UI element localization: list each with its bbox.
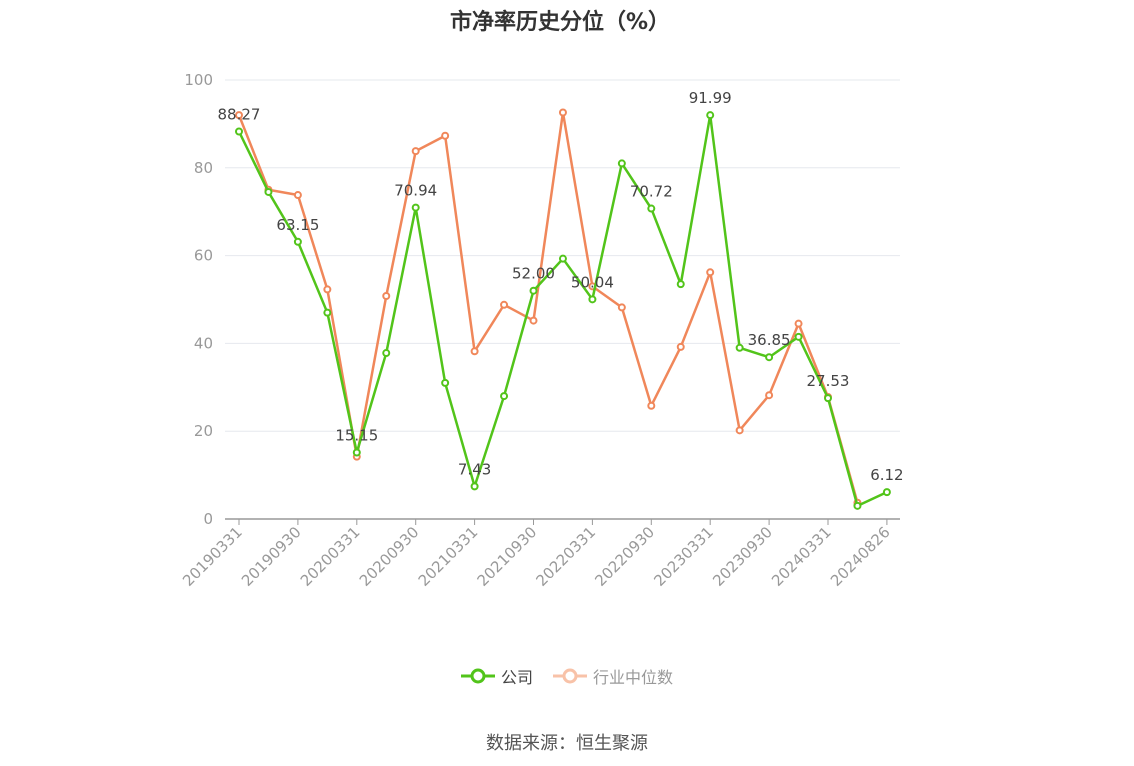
data-point [735, 426, 744, 435]
data-label: 91.99 [689, 89, 732, 107]
axes: 0 20 40 60 80 100 2019033120190930202003312020… [179, 71, 900, 590]
x-tick-label: 20190930 [238, 523, 305, 590]
y-tick-label: 20 [194, 422, 213, 440]
data-point [676, 280, 685, 289]
data-label: 36.85 [748, 331, 791, 349]
data-point [706, 268, 715, 277]
line-chart: 0 20 40 60 80 100 2019033120190930202003312020… [179, 71, 904, 590]
y-tick-label: 0 [203, 510, 213, 528]
y-tick-label: 80 [194, 159, 213, 177]
x-tick-label: 20210331 [415, 523, 482, 590]
y-tick-label: 100 [184, 71, 213, 89]
data-point [411, 203, 420, 212]
data-point [323, 308, 332, 317]
data-point [765, 391, 774, 400]
x-tick-label: 20230930 [709, 523, 776, 590]
data-point [794, 319, 803, 328]
data-point [558, 108, 567, 117]
data-label: 88.27 [218, 105, 261, 123]
series-line [237, 113, 888, 508]
data-label: 50.04 [571, 273, 614, 291]
data-point [529, 316, 538, 325]
x-tick-label: 20230331 [650, 523, 717, 590]
data-point [352, 448, 361, 457]
data-point [235, 111, 243, 120]
data-point [558, 254, 567, 263]
series-line [237, 111, 859, 504]
x-tick-label: 20200331 [297, 523, 364, 590]
data-point [647, 204, 656, 213]
source-note: 数据来源：恒生聚源 [486, 733, 648, 754]
data-point [617, 303, 626, 312]
data-point [882, 488, 891, 497]
data-point [382, 291, 391, 300]
data-labels: 88.27 63.15 15.15 70.94 7.43 52.00 50.04 70.72 9… [218, 89, 904, 484]
data-point [853, 501, 862, 510]
data-point [441, 131, 450, 140]
data-point [500, 392, 509, 401]
data-point [323, 285, 332, 294]
data-point [676, 342, 685, 351]
x-tick-label: 20240826 [827, 523, 894, 590]
x-tick-label: 20190331 [179, 523, 246, 590]
legend: 公司 行业中位数 [0, 664, 1134, 688]
legend-company-icon [460, 668, 495, 684]
x-tick-label: 20210930 [474, 523, 541, 590]
legend-item-company[interactable]: 公司 [460, 664, 533, 688]
data-point [441, 378, 450, 387]
data-label: 52.00 [512, 265, 555, 283]
data-label: 6.12 [870, 466, 903, 484]
series [235, 108, 891, 510]
data-point [235, 127, 243, 136]
legend-item-industry[interactable]: 行业中位数 [553, 664, 673, 688]
data-point [411, 147, 420, 156]
data-point [500, 300, 509, 309]
data-point [588, 295, 597, 304]
data-label: 63.15 [276, 216, 319, 234]
legend-industry-icon [553, 668, 587, 684]
legend-company-label: 公司 [500, 668, 533, 687]
x-tick-label: 20220930 [591, 523, 658, 590]
x-tick-label: 20240331 [768, 523, 835, 590]
data-point [617, 159, 626, 168]
data-point [706, 111, 715, 120]
data-point [264, 187, 273, 196]
data-label: 70.94 [394, 182, 437, 200]
data-label: 27.53 [807, 372, 850, 390]
data-point [470, 482, 479, 491]
y-tick-label: 40 [194, 334, 213, 352]
data-point [765, 353, 774, 362]
data-point [824, 394, 832, 403]
data-point [293, 237, 302, 246]
data-point [293, 191, 302, 200]
data-point [647, 401, 656, 410]
data-point [735, 343, 744, 352]
data-label: 15.15 [335, 426, 378, 444]
y-tick-label: 60 [194, 247, 213, 265]
x-tick-label: 20220331 [533, 523, 600, 590]
x-tick-label: 20200930 [356, 523, 423, 590]
data-point [794, 332, 803, 341]
data-point [382, 349, 391, 358]
data-point [529, 286, 538, 295]
data-point [470, 347, 479, 356]
data-label: 70.72 [630, 183, 673, 201]
chart-title: 市净率历史分位（%） [449, 10, 671, 35]
legend-industry-label: 行业中位数 [593, 668, 674, 687]
data-label: 7.43 [458, 460, 491, 478]
